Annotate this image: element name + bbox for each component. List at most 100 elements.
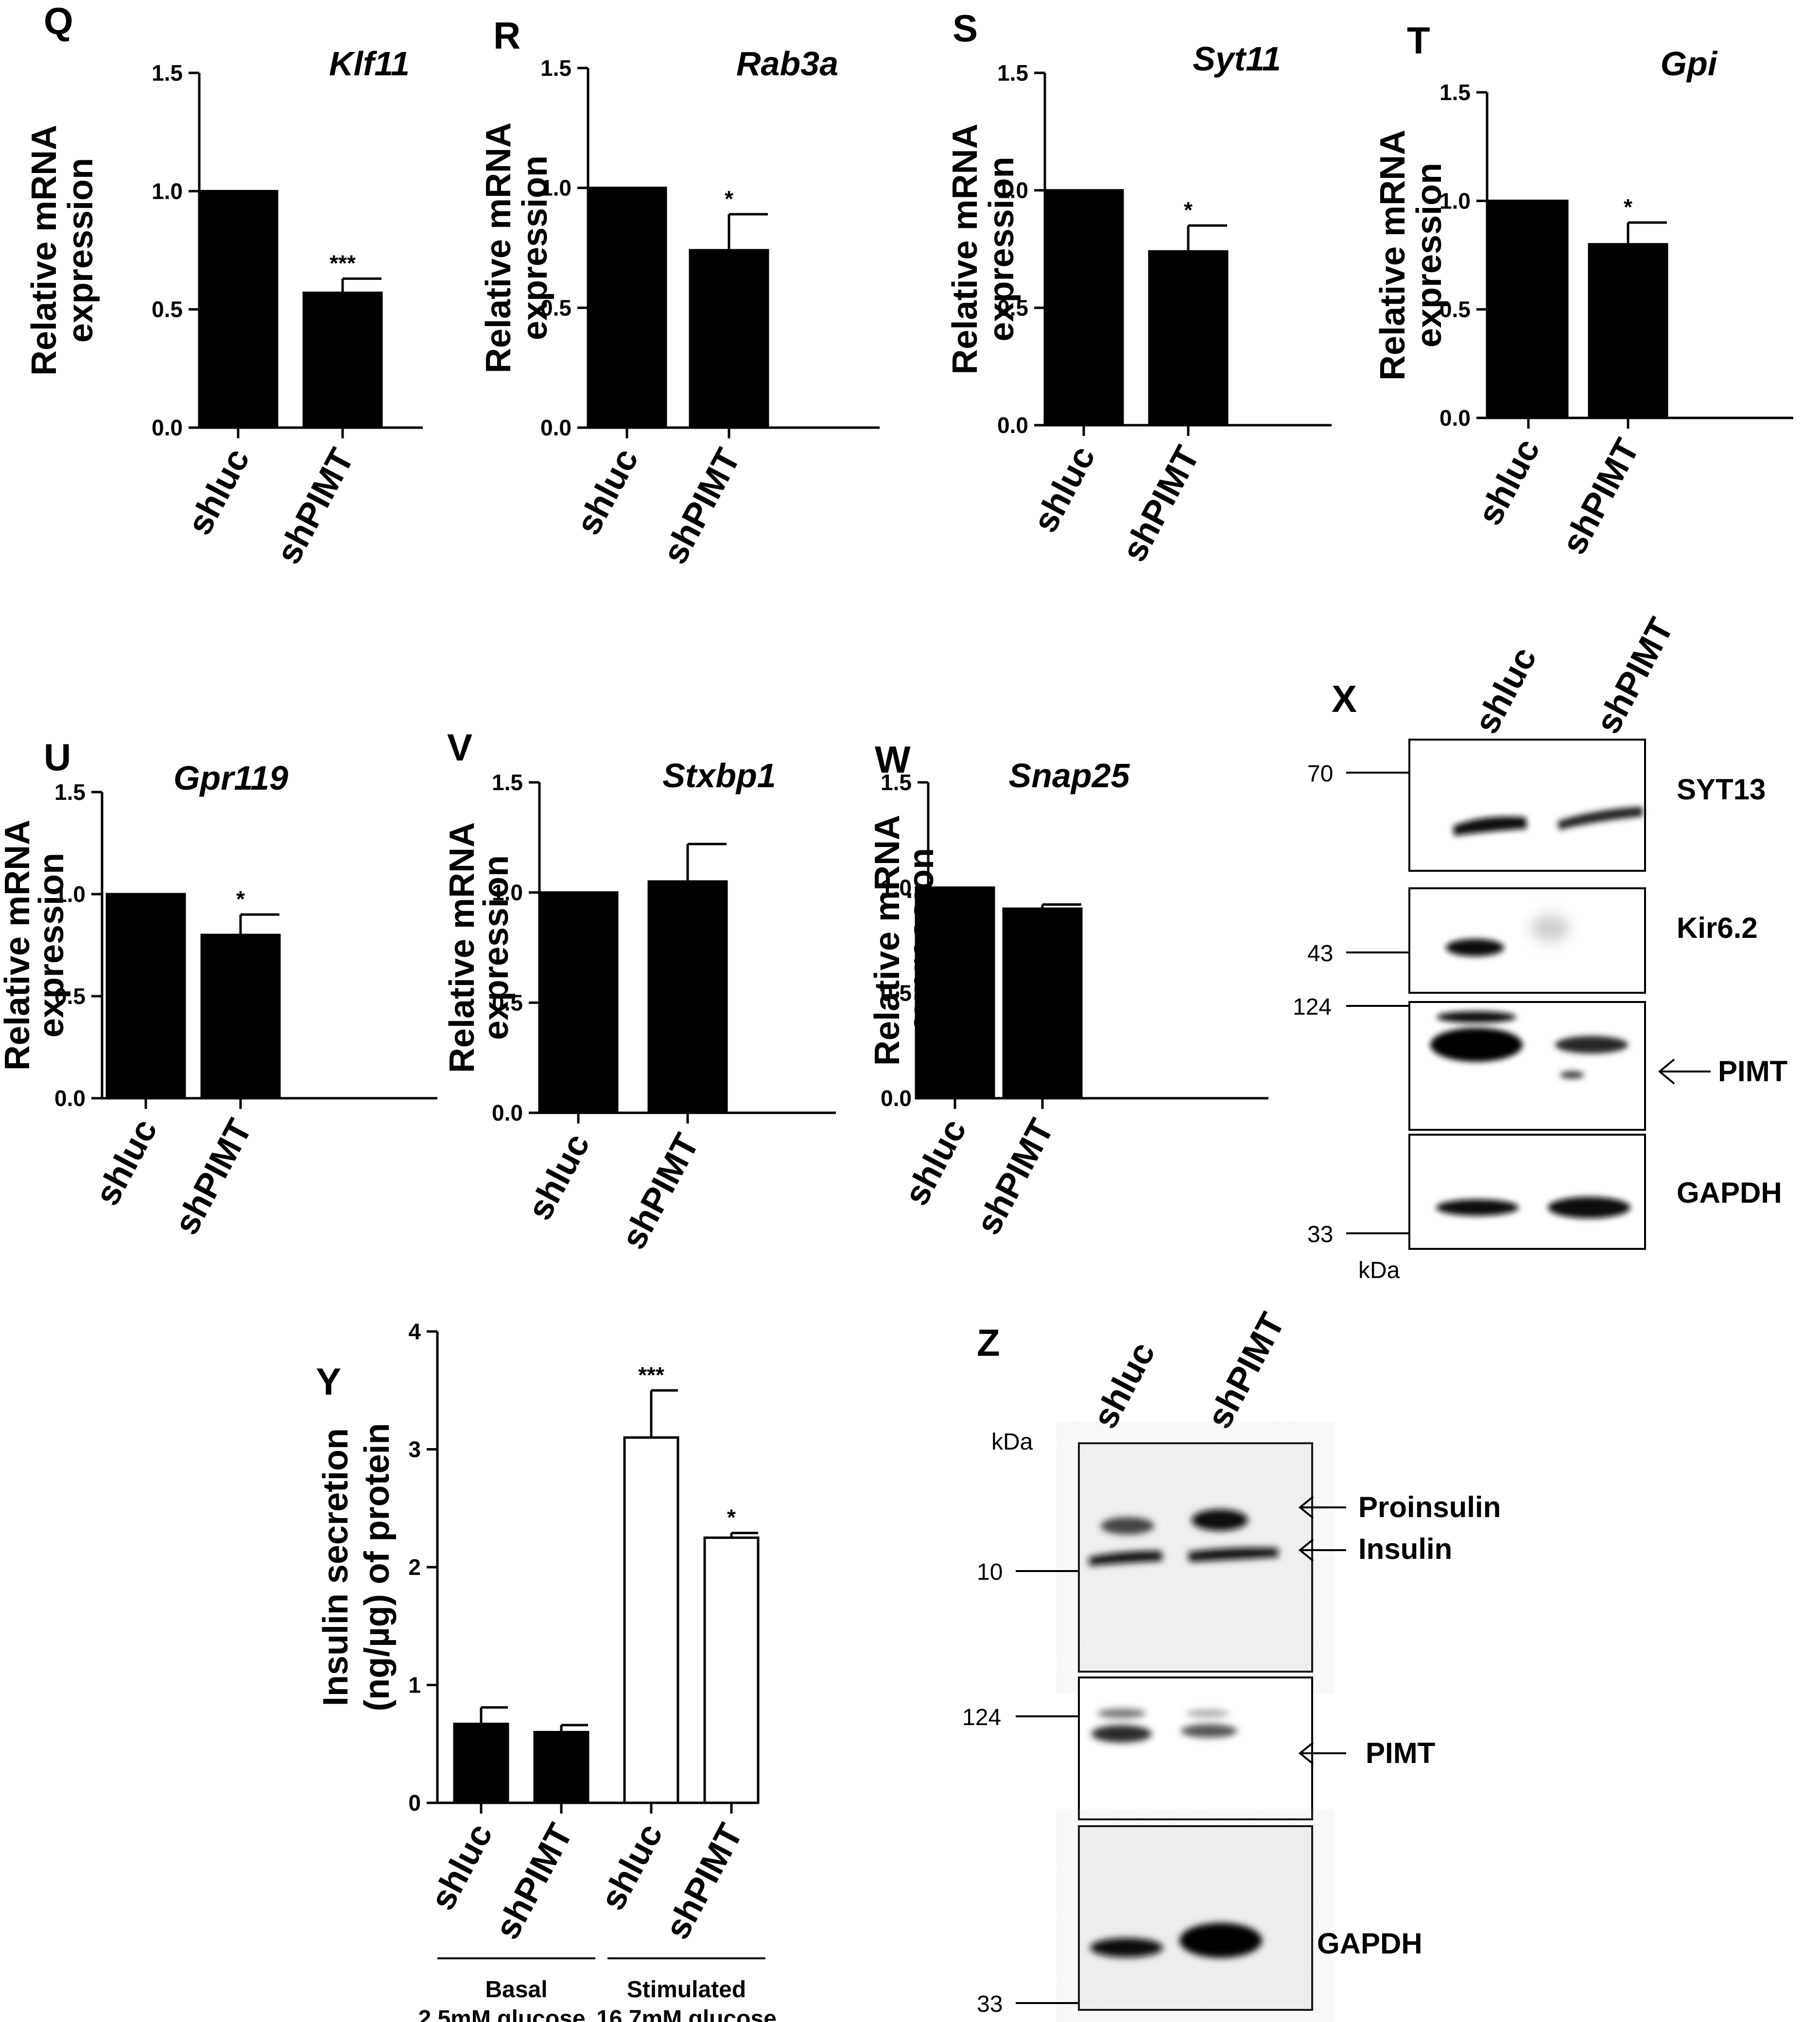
bar-y-shpimt (703, 1536, 760, 1804)
panel-label-x: X (1332, 677, 1357, 720)
band-pimt-lower-shpimt (1560, 1071, 1584, 1079)
blot-strip-gapdh-x (1408, 1134, 1646, 1250)
bar-u-shpimt (200, 933, 281, 1100)
panel-label-s: S (953, 7, 978, 50)
y-tick-label-r: 0.0 (540, 415, 572, 440)
chart-title-q: Klf11 (329, 45, 410, 83)
bar-t-shpimt (1588, 243, 1668, 419)
x-category-label-v: shPIMT (614, 1127, 707, 1256)
y-tick-label-q: 1.5 (152, 60, 183, 86)
chart-title-s: Syt11 (1193, 40, 1281, 78)
x-category-label-r: shluc (569, 442, 646, 541)
y-tick-label-u: 1.0 (54, 881, 86, 907)
y-axis-label-line1-r: Relative mRNA (479, 122, 518, 373)
bar-s-shluc (1043, 189, 1124, 427)
bar-y-shluc (453, 1723, 509, 1804)
band-pimt-shpimt (1555, 1036, 1628, 1054)
panel-label-q: Q (44, 0, 73, 42)
x-category-label-s: shPIMT (1114, 440, 1207, 568)
y-axis-label-line1-t: Relative mRNA (1373, 130, 1412, 380)
band-pimt-z-shpimt (1181, 1724, 1237, 1738)
blot-label-pimt-z: PIMT (1366, 1737, 1435, 1769)
y-tick-label-q: 0.0 (152, 415, 183, 440)
y-axis-label-line1-s: Relative mRNA (946, 123, 985, 374)
x-category-label-y: shPIMT (487, 1817, 580, 1946)
arrow-head-insulin (1298, 1538, 1314, 1562)
significance-s: * (1184, 197, 1193, 223)
bar-r-shpimt (689, 249, 769, 429)
bar-v-shluc (538, 891, 619, 1114)
x-category-label-q: shluc (180, 442, 257, 541)
y-tick-label-y: 3 (408, 1437, 421, 1462)
panel-label-t: T (1407, 19, 1430, 62)
y-tick-label-s: 0.0 (997, 413, 1028, 438)
band-pimt-z-upper-shpimt (1186, 1710, 1230, 1717)
y-tick-label-y: 1 (408, 1673, 421, 1698)
y-tick-label-w: 0.0 (881, 1086, 912, 1111)
western-blot-x: X shluc shPIMT 70 SYT13 43 Kir6.2 124 PI… (1293, 612, 1787, 1283)
y-tick-label-w: 0.5 (881, 980, 912, 1005)
marker-label-33: 33 (1307, 1222, 1333, 1247)
y-tick-label-w: 1.5 (881, 770, 912, 795)
blot-strip-syt13 (1408, 739, 1646, 872)
blot-strip-pimt-z (1078, 1676, 1313, 1820)
x-category-label-y: shluc (423, 1817, 500, 1917)
x-category-label-y: shluc (593, 1817, 670, 1917)
y-axis-label-line2-q: expression (61, 158, 100, 343)
y-tick-label-v: 0.0 (492, 1100, 523, 1125)
marker-label-43: 43 (1307, 941, 1333, 967)
bar-y-shluc (623, 1436, 679, 1804)
band-gapdh-z-shluc (1090, 1938, 1163, 1957)
y-tick-label-s: 0.5 (997, 295, 1028, 320)
band-proinsulin-shpimt (1192, 1509, 1248, 1531)
bar-r-shluc (587, 187, 667, 429)
significance-q: *** (329, 250, 356, 276)
band-pimt-upper-shluc (1437, 1011, 1516, 1023)
panel-label-w: W (875, 738, 911, 781)
bar-s-shpimt (1148, 250, 1229, 427)
blot-label-syt13: SYT13 (1677, 773, 1766, 806)
band-proinsulin-shluc (1101, 1517, 1154, 1535)
x-category-label-u: shluc (87, 1113, 165, 1212)
band-gapdh-z-shpimt (1179, 1923, 1262, 1958)
panel-label-z: Z (977, 1321, 1000, 1364)
x-category-label-r: shPIMT (655, 442, 748, 570)
smudge-kir62-shpimt (1531, 915, 1570, 942)
bar-t-shluc (1488, 199, 1569, 419)
y-axis-label-line2-y: (ng/µg) of protein (358, 1423, 397, 1711)
panel-label-v: V (447, 726, 472, 769)
lane-label-shluc: shluc (1467, 641, 1544, 740)
chart-panel-y: Y Insulin secretion (ng/µg) of protein 0 1 2 3… (316, 1319, 777, 2022)
group-label-line2-0: 2.5mM glucose (418, 2006, 585, 2022)
x-category-label-u: shPIMT (167, 1113, 260, 1241)
marker-label-124-z: 124 (962, 1705, 1001, 1730)
arrow-head-pimt-x (1658, 1058, 1675, 1085)
chart-title-t: Gpi (1661, 45, 1718, 83)
x-category-label-w: shPIMT (969, 1113, 1061, 1241)
blot-label-gapdh-z: GAPDH (1317, 1927, 1422, 1960)
y-axis-label-line2-r: expression (516, 156, 555, 340)
significance-r: * (725, 186, 733, 211)
y-tick-label-u: 0.5 (54, 984, 86, 1009)
kda-label-x: kDa (1358, 1258, 1400, 1283)
x-category-label-w: shluc (897, 1113, 974, 1212)
y-tick-label-r: 0.5 (540, 295, 572, 320)
band-gapdh-x-shpimt (1548, 1197, 1630, 1218)
bar-w-shluc (915, 886, 995, 1100)
group-label-line1-1: Stimulated (627, 1977, 746, 2003)
y-axis-label-line1-q: Relative mRNA (25, 125, 64, 376)
blot-label-proinsulin: Proinsulin (1358, 1491, 1501, 1523)
band-insulin-shpimt (1188, 1548, 1278, 1562)
bar-u-shluc (105, 893, 186, 1100)
lane-label-shpimt: shPIMT (1588, 612, 1681, 740)
blot-strip-kir62 (1408, 887, 1646, 994)
band-kir62-shluc (1446, 939, 1504, 956)
panel-label-y: Y (316, 1360, 341, 1403)
y-axis-label-line1-v: Relative mRNA (443, 822, 482, 1073)
y-tick-label-r: 1.5 (540, 55, 572, 81)
y-axis-label-line1-y: Insulin secretion (316, 1428, 355, 1706)
